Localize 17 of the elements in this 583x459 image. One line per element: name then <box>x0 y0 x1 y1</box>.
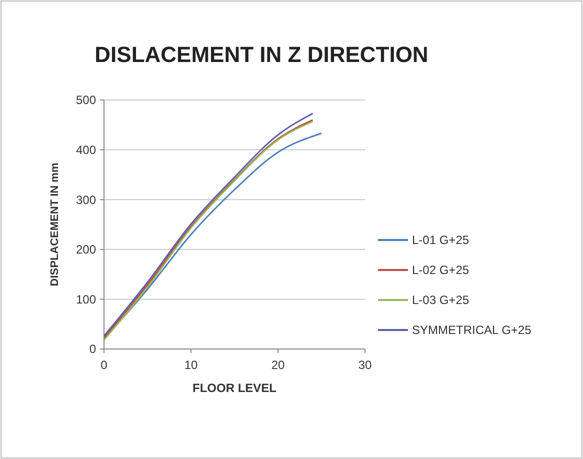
y-tick-label: 400 <box>76 143 96 157</box>
legend-label: SYMMETRICAL G+25 <box>412 323 532 338</box>
legend-label: L-03 G+25 <box>412 293 470 308</box>
y-tick-label: 100 <box>76 292 96 306</box>
x-tick-label: 0 <box>100 358 108 372</box>
legend-label: L-01 G+25 <box>412 233 470 248</box>
x-axis-title: FLOOR LEVEL <box>192 381 276 395</box>
y-tick-label: 500 <box>76 93 96 108</box>
x-tick-label: 30 <box>358 358 372 372</box>
y-tick-label: 300 <box>76 192 96 207</box>
y-axis-title: DISPLACEMENT IN mm <box>49 162 61 286</box>
y-tick-label: 0 <box>89 342 96 356</box>
legend-label: L-02 G+25 <box>412 263 470 278</box>
chart-title: DISLACEMENT IN Z DIRECTION <box>94 42 428 67</box>
y-tick-label: 200 <box>76 242 96 257</box>
x-tick-label: 20 <box>271 358 285 372</box>
x-tick-label: 10 <box>184 358 198 372</box>
